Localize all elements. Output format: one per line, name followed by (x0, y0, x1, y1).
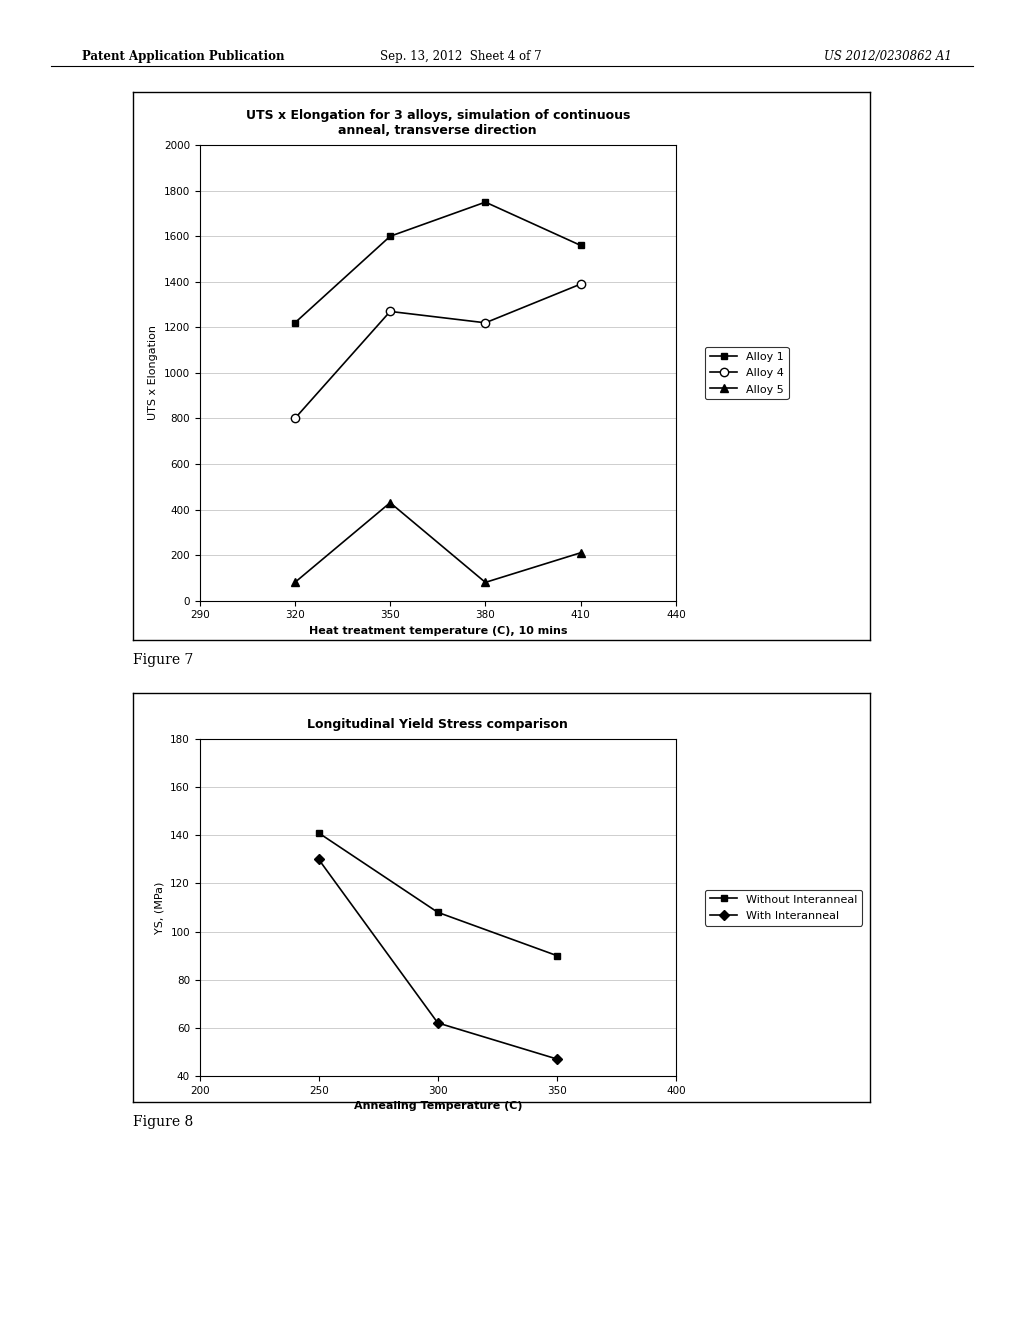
With Interanneal (432, 1015, 444, 1031)
X-axis label: Heat treatment temperature (C), 10 mins: Heat treatment temperature (C), 10 mins (308, 626, 567, 636)
Legend: Without Interanneal, With Interanneal: Without Interanneal, With Interanneal (706, 890, 862, 925)
Alloy 1 (574, 238, 587, 253)
Line: Without Interanneal: Without Interanneal (315, 829, 560, 960)
Alloy 4 (384, 304, 396, 319)
Text: US 2012/0230862 A1: US 2012/0230862 A1 (824, 50, 952, 63)
X-axis label: Annealing Temperature (C): Annealing Temperature (C) (353, 1101, 522, 1111)
Text: Figure 8: Figure 8 (133, 1115, 194, 1130)
Line: Alloy 1: Alloy 1 (292, 198, 584, 326)
Line: With Interanneal: With Interanneal (315, 855, 560, 1063)
Alloy 4 (479, 315, 492, 331)
Without Interanneal (551, 948, 563, 964)
Legend: Alloy 1, Alloy 4, Alloy 5: Alloy 1, Alloy 4, Alloy 5 (706, 347, 788, 399)
Text: Sep. 13, 2012  Sheet 4 of 7: Sep. 13, 2012 Sheet 4 of 7 (380, 50, 542, 63)
Text: Figure 7: Figure 7 (133, 653, 194, 668)
Alloy 1 (479, 194, 492, 210)
Line: Alloy 4: Alloy 4 (291, 280, 585, 422)
Alloy 4 (574, 276, 587, 292)
Line: Alloy 5: Alloy 5 (291, 499, 585, 586)
Y-axis label: UTS x Elongation: UTS x Elongation (148, 326, 158, 420)
Alloy 5 (384, 495, 396, 511)
With Interanneal (312, 851, 325, 867)
Without Interanneal (432, 904, 444, 920)
Alloy 5 (479, 574, 492, 590)
Alloy 5 (289, 574, 301, 590)
Text: Patent Application Publication: Patent Application Publication (82, 50, 285, 63)
Alloy 5 (574, 545, 587, 561)
Without Interanneal (312, 825, 325, 841)
Alloy 4 (289, 411, 301, 426)
Alloy 1 (384, 228, 396, 244)
With Interanneal (551, 1051, 563, 1067)
Title: Longitudinal Yield Stress comparison: Longitudinal Yield Stress comparison (307, 718, 568, 731)
Y-axis label: YS, (MPa): YS, (MPa) (155, 882, 165, 933)
Alloy 1 (289, 315, 301, 331)
Title: UTS x Elongation for 3 alloys, simulation of continuous
anneal, transverse direc: UTS x Elongation for 3 alloys, simulatio… (246, 110, 630, 137)
